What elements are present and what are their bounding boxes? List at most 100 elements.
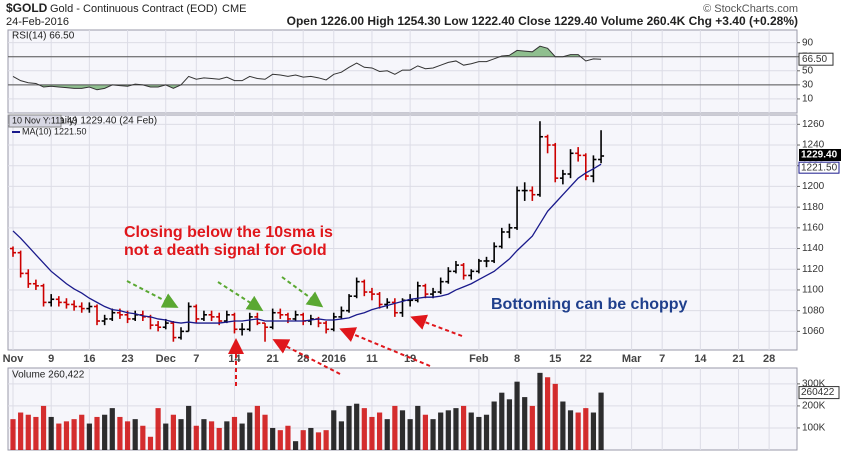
volume-bar [48, 416, 54, 450]
y-tick-label: 100K [802, 423, 826, 434]
volume-bar [590, 412, 597, 450]
volume-bar [369, 416, 375, 450]
volume-bar [94, 416, 100, 450]
volume-bar [453, 408, 459, 450]
quote: Open 1226.00 High 1254.30 Low 1222.40 Cl… [287, 14, 798, 28]
y-tick-label: 1260 [802, 119, 825, 130]
y-tick-label: 1080 [802, 305, 825, 316]
watermark: © StockCharts.com [703, 3, 798, 15]
volume-bar [399, 410, 406, 450]
volume-bar [529, 405, 535, 450]
y-tick-label: 90 [802, 37, 814, 48]
x-tick-label: 9 [48, 353, 54, 365]
y-tick-label: 1140 [802, 243, 824, 254]
volume-bar [430, 419, 436, 450]
volume-bar [338, 421, 345, 450]
volume-bar [331, 410, 337, 450]
y-tick-label: 1200 [802, 181, 825, 192]
volume-bar [361, 408, 367, 450]
x-tick-label: 16 [83, 353, 95, 365]
volume-bar [147, 436, 154, 450]
volume-bar [25, 414, 31, 450]
moving-average [12, 163, 602, 324]
x-tick-label: 15 [549, 353, 561, 365]
y-tick-label: 1180 [802, 202, 824, 213]
volume-bar [583, 408, 589, 450]
volume-bar [193, 425, 199, 450]
x-tick-label: 14 [228, 353, 241, 365]
volume-bar [415, 405, 421, 450]
x-tick-label: Dec [156, 353, 176, 365]
volume-bar [560, 401, 566, 450]
volume-bar [254, 405, 260, 450]
x-tick-label: 7 [659, 353, 665, 365]
volume-bar [384, 419, 390, 450]
x-tick-label: 11 [366, 353, 378, 365]
volume-bar [117, 416, 123, 450]
x-tick-label: 7 [193, 353, 199, 365]
arrow [126, 280, 179, 308]
x-tick-label: 14 [694, 353, 707, 365]
rsi-last-label: 66.50 [802, 54, 827, 65]
volume-bar [178, 419, 184, 450]
volume-bar [262, 414, 268, 450]
volume-bar [140, 425, 146, 450]
volume-bar [285, 425, 291, 450]
volume-bar [33, 416, 39, 450]
volume-bar [224, 421, 230, 450]
volume-bar [438, 412, 444, 450]
volume-bar [109, 408, 115, 450]
volume-bar [308, 427, 314, 450]
x-tick-label: Feb [469, 353, 489, 365]
volume-bar [468, 412, 474, 450]
volume-bar [277, 430, 283, 450]
x-tick-label: 22 [580, 353, 592, 365]
volume-bar [186, 405, 192, 450]
volume-bar [552, 383, 558, 450]
volume-bar [208, 421, 215, 450]
ma-last-label: 1221.50 [801, 162, 838, 173]
y-tick-label: 10 [802, 94, 814, 105]
annotation: not a death signal for Gold [124, 242, 327, 259]
rsi-oversold-fill [38, 84, 182, 90]
volume-bar [270, 427, 276, 450]
volume-bar [216, 427, 222, 450]
price-legend: $GOLD (Daily) 1229.40 (24 Feb) [12, 116, 157, 127]
volume-bar [231, 416, 238, 450]
volume-bar [10, 419, 16, 450]
tooltip-box [8, 114, 62, 128]
volume-bar [163, 423, 169, 450]
date: 24-Feb-2016 [6, 16, 69, 28]
volume-bar [124, 421, 131, 450]
volume-bar [102, 414, 108, 450]
arrow [217, 281, 264, 312]
volume-bar [300, 430, 306, 450]
y-tick-label: 200K [802, 401, 826, 412]
price-last-box [799, 148, 841, 161]
x-tick-label: 21 [732, 353, 744, 365]
arrow [272, 339, 341, 375]
volume-bar [522, 397, 528, 450]
y-tick-label: 1060 [802, 326, 825, 337]
y-tick-label: 1100 [802, 285, 824, 296]
x-tick-label: Mar [622, 353, 642, 365]
volume-bar [354, 403, 360, 450]
symbol: $GOLD [6, 1, 48, 15]
volume-bar [537, 372, 543, 450]
volume-bar [422, 414, 429, 450]
plot-layer: Nov 9 16 23 Dec 7 14 21 28 2016 11 19 Feb 8 15 22 Mar 7 14… [3, 30, 841, 450]
volume-bar [483, 414, 490, 450]
volume-bar [407, 419, 413, 450]
x-tick-label: 2016 [322, 353, 346, 365]
y-tick-label: 50 [802, 65, 814, 76]
volume-bar [506, 399, 513, 450]
volume-bar [132, 419, 138, 450]
annotation: Closing below the 10sma is [124, 224, 333, 241]
volume-bar [491, 401, 497, 450]
volume-last-label: 260422 [801, 387, 835, 398]
x-tick-label: 21 [267, 353, 279, 365]
y-tick-label: 1240 [802, 140, 825, 151]
arrow [281, 276, 324, 308]
